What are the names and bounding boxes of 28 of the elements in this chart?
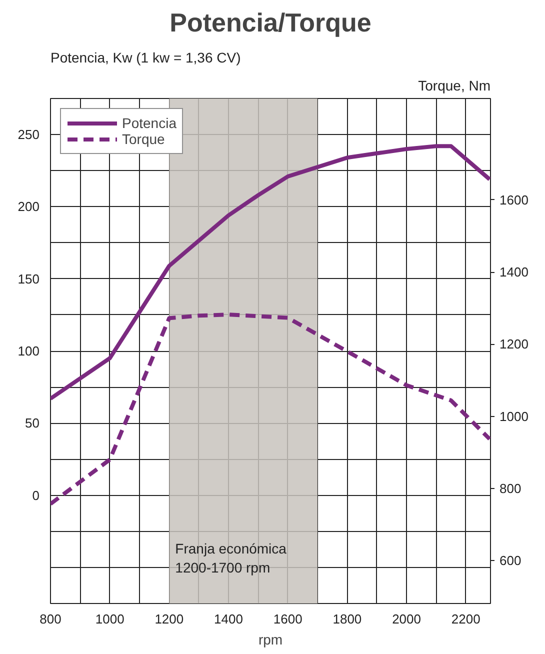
y2-tick-label: 1600 <box>500 192 528 208</box>
x-axis-title: rpm <box>258 632 283 648</box>
y-tick-label: 50 <box>25 416 40 431</box>
y2-tick-label: 800 <box>500 480 522 496</box>
y2-tick-label: 1000 <box>500 408 528 424</box>
band-label: Franja económica 1200-1700 rpm <box>175 540 287 576</box>
x-tick-label: 1800 <box>332 612 362 626</box>
x-tick-label: 1600 <box>273 612 302 626</box>
y-tick-label: 0 <box>32 488 40 503</box>
chart-title: Potencia/Torque <box>170 8 372 38</box>
y2-tick-label: 600 <box>500 553 522 568</box>
x-tick-label: 1400 <box>214 612 243 626</box>
y2-axis-title: Torque, Nm <box>418 78 490 94</box>
x-tick-label: 1200 <box>154 612 184 626</box>
y-axis-title: Potencia, Kw (1 kw = 1,36 CV) <box>50 50 241 66</box>
y-tick-label: 200 <box>18 199 40 214</box>
x-tick-label: 800 <box>40 612 62 626</box>
legend-label: Torque <box>122 131 165 147</box>
x-tick-label: 2200 <box>451 612 480 626</box>
y2-tick-label: 1200 <box>500 336 528 352</box>
y-tick-label: 150 <box>18 271 40 286</box>
y2-tick-label: 1400 <box>500 264 528 280</box>
y-tick-label: 250 <box>18 127 40 142</box>
x-tick-label: 2000 <box>392 612 421 626</box>
line-series <box>50 312 490 506</box>
legend-label: Potencia <box>122 115 176 131</box>
y-tick-label: 100 <box>18 344 40 358</box>
x-tick-label: 1000 <box>95 612 124 626</box>
